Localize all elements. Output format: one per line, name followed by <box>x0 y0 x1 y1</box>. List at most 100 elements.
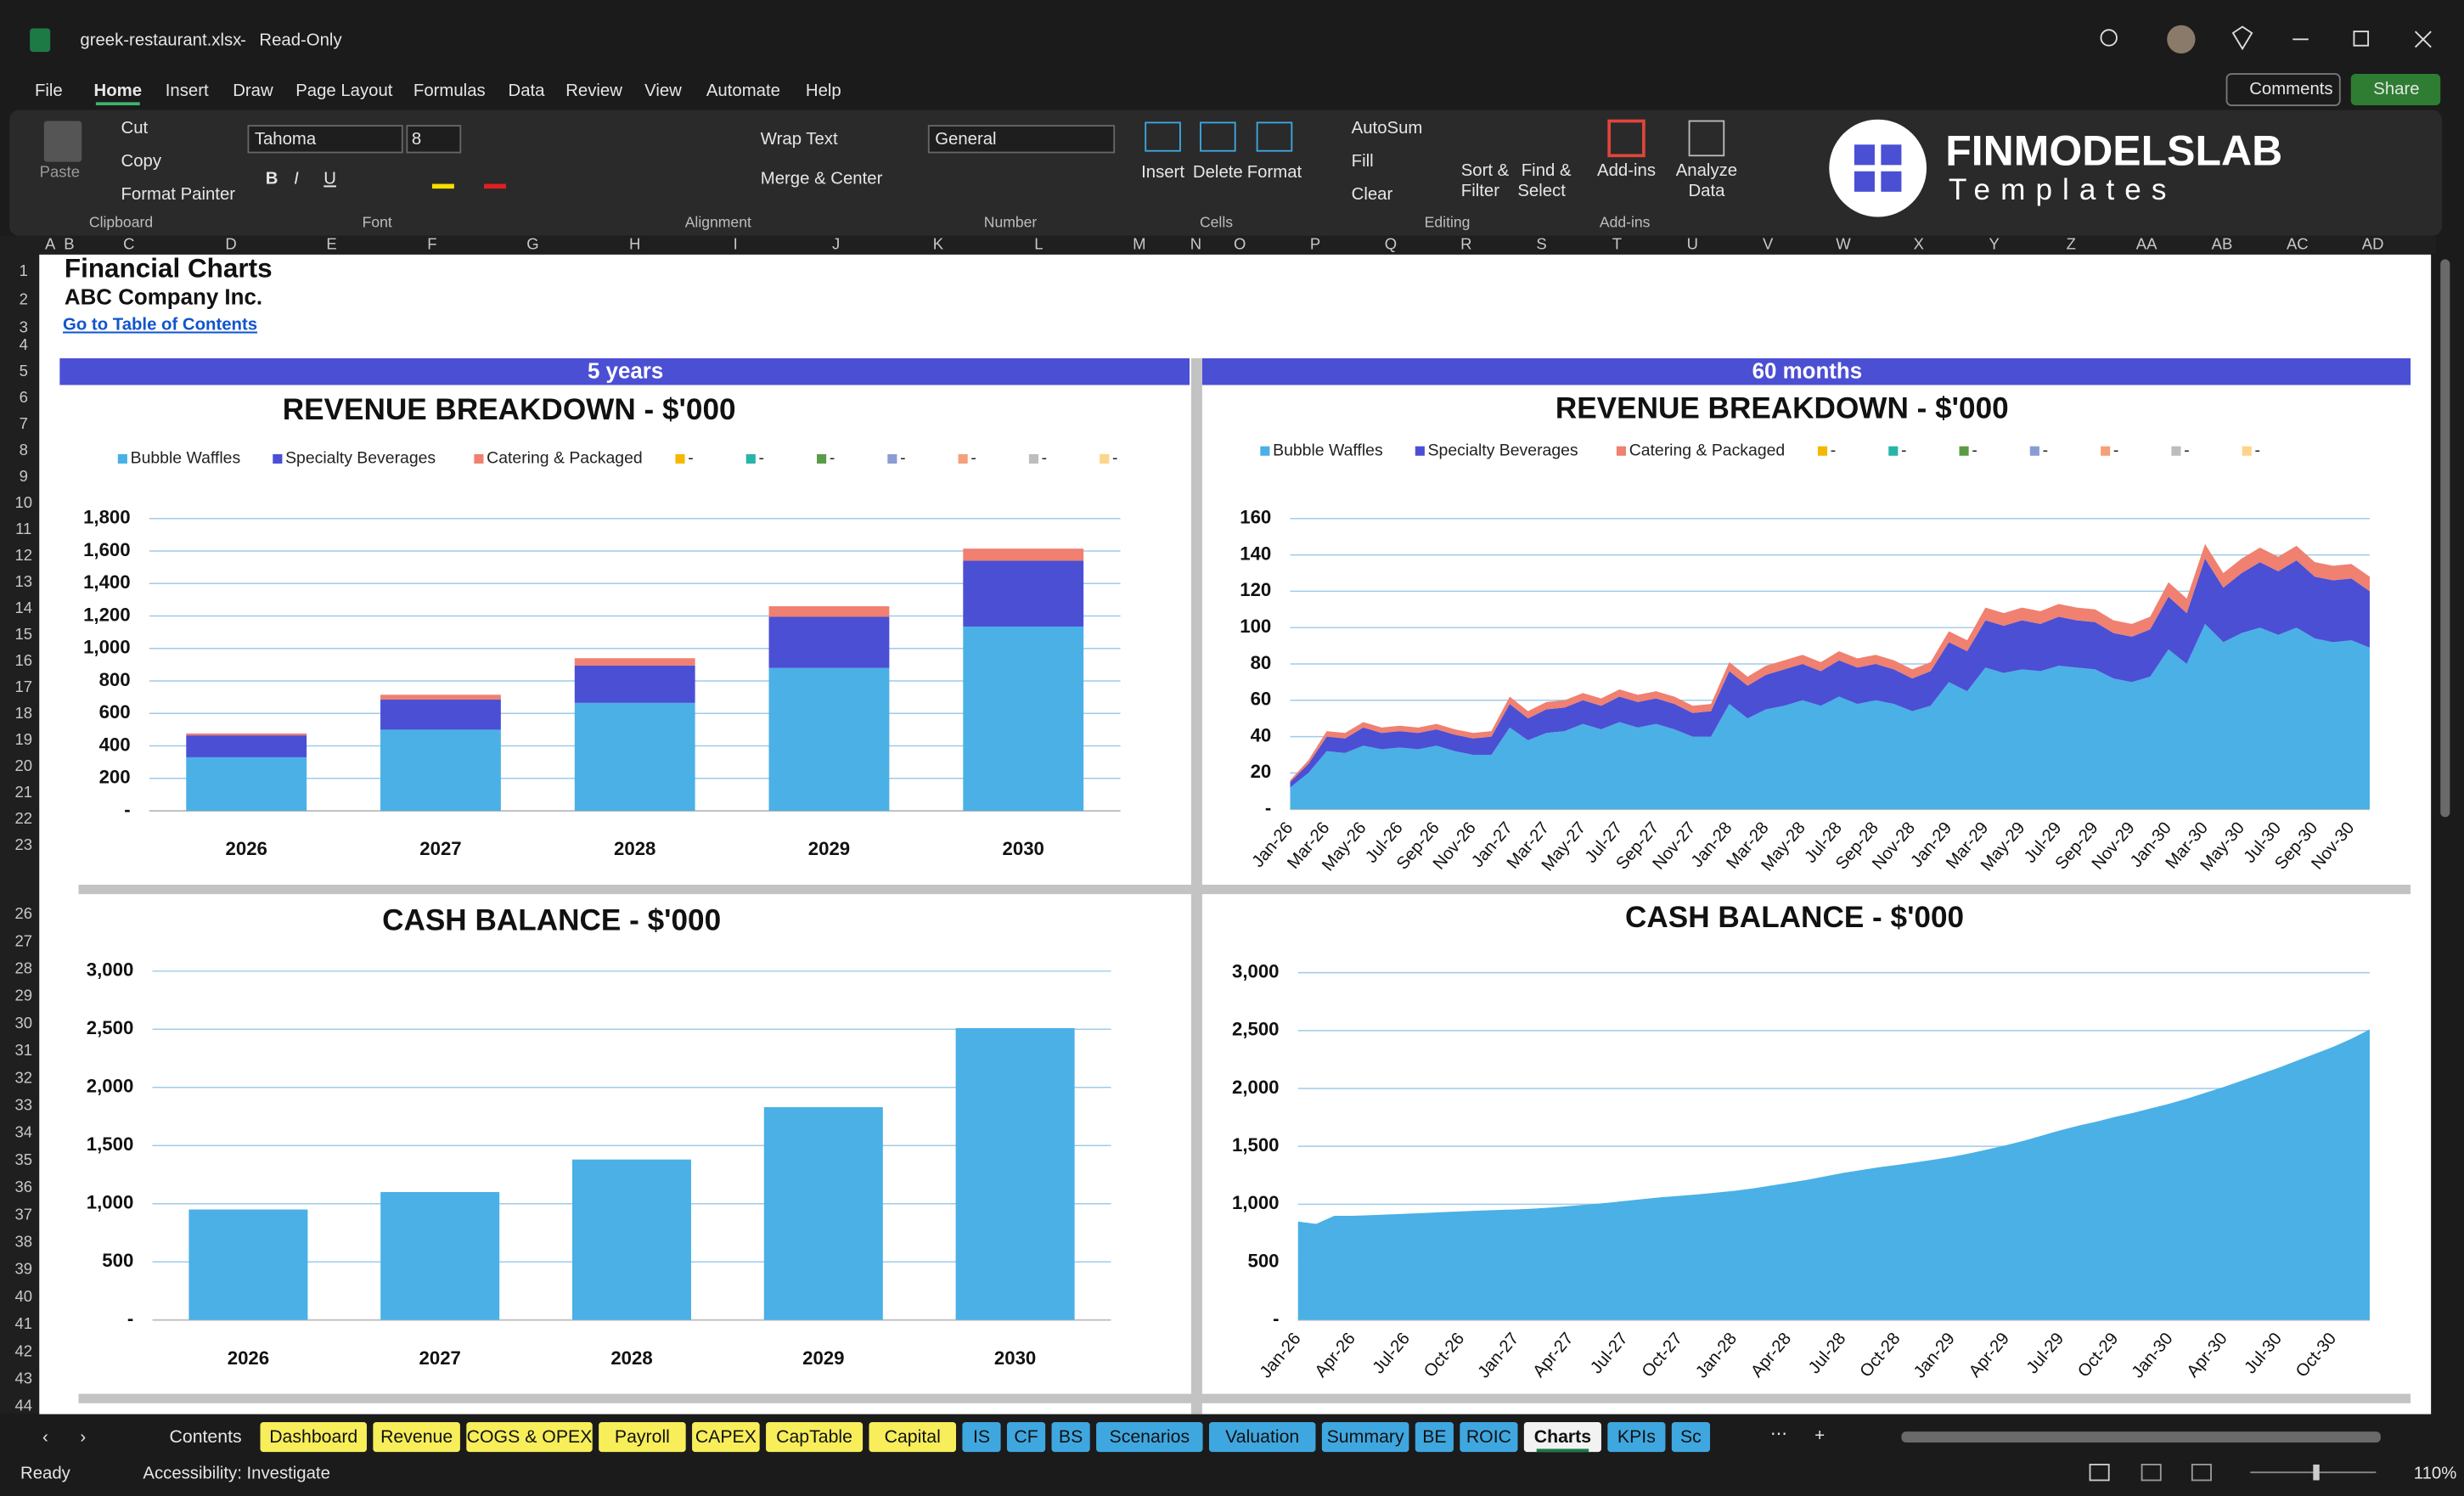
menu-tab[interactable]: Help <box>806 82 841 100</box>
sheet-tab-label[interactable]: Summary <box>1327 1426 1404 1447</box>
close[interactable] <box>2414 31 2432 48</box>
sheet-tab[interactable] <box>260 1421 367 1453</box>
menu-tab[interactable]: Home <box>94 82 143 100</box>
column-header[interactable]: AC <box>2287 235 2309 253</box>
column-header[interactable]: X <box>1914 235 1924 253</box>
legend-label[interactable]: - <box>759 449 764 468</box>
legend-swatch[interactable] <box>1100 453 1110 464</box>
sheet-tab[interactable] <box>1096 1421 1203 1453</box>
column-header[interactable]: AA <box>2136 235 2157 253</box>
column-header[interactable]: K <box>933 235 944 253</box>
menu-tab[interactable]: Automate <box>706 82 780 100</box>
column-header[interactable]: Z <box>2067 235 2076 253</box>
column-header[interactable]: W <box>1836 235 1851 253</box>
row-header[interactable]: 13 <box>14 572 32 590</box>
legend-swatch[interactable] <box>474 453 484 464</box>
underline-button[interactable]: U <box>323 169 336 188</box>
row-header[interactable]: 40 <box>14 1287 32 1305</box>
row-header[interactable]: 27 <box>14 931 32 949</box>
row-header[interactable]: 36 <box>14 1178 32 1195</box>
legend-label[interactable]: - <box>1972 441 1977 459</box>
paste[interactable]: Paste <box>40 163 80 181</box>
sheet-tab-label[interactable]: Scenarios <box>1110 1426 1190 1447</box>
row-header[interactable]: 16 <box>14 651 32 669</box>
font-name-box[interactable] <box>247 125 403 154</box>
restore[interactable] <box>2353 31 2370 47</box>
column-header[interactable]: A <box>45 235 56 253</box>
legend-swatch[interactable] <box>117 453 127 464</box>
row-header[interactable]: 23 <box>14 835 32 853</box>
font-size-box[interactable] <box>406 125 462 154</box>
insert-icon[interactable] <box>1145 121 1181 152</box>
column-header[interactable]: AB <box>2212 235 2233 253</box>
row-header[interactable]: 6 <box>20 388 28 406</box>
sheet-tab[interactable] <box>766 1421 864 1453</box>
sort-filter[interactable]: Sort & <box>1461 161 1510 180</box>
menu-tab[interactable]: View <box>644 82 682 100</box>
analyze-data[interactable]: Data <box>1688 182 1725 200</box>
sheet-tab-label[interactable]: ROIC <box>1466 1426 1511 1447</box>
sheet-tab[interactable] <box>1208 1421 1316 1453</box>
row-header[interactable]: 21 <box>14 783 32 801</box>
menu-tab[interactable]: Page Layout <box>295 82 393 100</box>
copy[interactable]: Copy <box>121 152 162 171</box>
cut[interactable]: Cut <box>121 119 149 138</box>
legend-swatch[interactable] <box>273 453 283 464</box>
comments-button[interactable] <box>2225 73 2341 106</box>
row-header[interactable]: 35 <box>14 1150 32 1168</box>
sheet-tab-label[interactable]: Payroll <box>615 1426 670 1447</box>
menu-tab[interactable]: Insert <box>166 82 209 100</box>
row-header[interactable]: 32 <box>14 1068 32 1086</box>
sheet-tab[interactable] <box>692 1421 760 1453</box>
row-header[interactable]: 20 <box>14 756 32 774</box>
column-header[interactable]: Q <box>1385 235 1397 253</box>
row-header[interactable]: 38 <box>14 1233 32 1251</box>
column-header[interactable]: C <box>123 235 134 253</box>
row-header[interactable]: 5 <box>20 362 28 380</box>
sheet-tab-label[interactable]: CAPEX <box>695 1426 757 1447</box>
legend-label[interactable]: Bubble Waffles <box>1273 441 1383 459</box>
menu-tab[interactable]: File <box>35 82 63 100</box>
legend-swatch[interactable] <box>887 453 897 464</box>
menu-tab[interactable]: Data <box>509 82 546 100</box>
toc-link[interactable]: Go to Table of Contents <box>63 316 257 335</box>
merge-center[interactable]: Merge & Center <box>761 169 883 188</box>
row-header[interactable]: 34 <box>14 1123 32 1141</box>
sheet-tab-label[interactable]: IS <box>973 1426 990 1447</box>
legend-swatch[interactable] <box>745 453 756 464</box>
column-header[interactable]: I <box>734 235 738 253</box>
row-header[interactable]: 41 <box>14 1314 32 1332</box>
row-header[interactable]: 8 <box>20 441 28 458</box>
fill[interactable]: Fill <box>1352 152 1374 171</box>
clear[interactable]: Clear <box>1352 185 1393 204</box>
legend-label[interactable]: - <box>1112 449 1117 468</box>
row-header[interactable]: 30 <box>14 1014 32 1032</box>
sheet-tab-label[interactable]: Valuation <box>1225 1426 1299 1447</box>
legend-label[interactable]: - <box>1042 449 1047 468</box>
menu-tab[interactable]: Review <box>565 82 622 100</box>
format-painter[interactable]: Format Painter <box>121 185 236 204</box>
sheet-tab[interactable] <box>1460 1421 1518 1453</box>
sheet-tab-label[interactable]: BE <box>1422 1426 1446 1447</box>
vertical-scrollbar[interactable] <box>2435 235 2464 1414</box>
row-header[interactable]: 31 <box>14 1041 32 1059</box>
column-header[interactable]: T <box>1612 235 1622 253</box>
wrap-text[interactable]: Wrap Text <box>761 130 838 149</box>
column-header[interactable]: B <box>64 235 74 253</box>
premium-icon[interactable] <box>2231 25 2253 51</box>
row-header[interactable]: 15 <box>14 625 32 643</box>
number-format-box[interactable] <box>927 125 1116 154</box>
legend-swatch[interactable] <box>1817 446 1828 456</box>
sheet-tab[interactable] <box>1607 1421 1666 1453</box>
row-header[interactable]: 37 <box>14 1205 32 1223</box>
more-tabs[interactable]: ⋯ <box>1770 1425 1787 1443</box>
delete[interactable]: Delete <box>1193 163 1243 182</box>
page-layout-view[interactable] <box>2141 1464 2162 1482</box>
legend-swatch[interactable] <box>1415 446 1425 456</box>
sheet-tab[interactable] <box>869 1421 957 1453</box>
legend-label[interactable]: Specialty Beverages <box>285 449 436 468</box>
column-header[interactable]: D <box>225 235 236 253</box>
add-ins[interactable]: Add-ins <box>1597 161 1656 180</box>
row-header[interactable]: 17 <box>14 678 32 695</box>
italic-button[interactable]: I <box>294 169 299 188</box>
